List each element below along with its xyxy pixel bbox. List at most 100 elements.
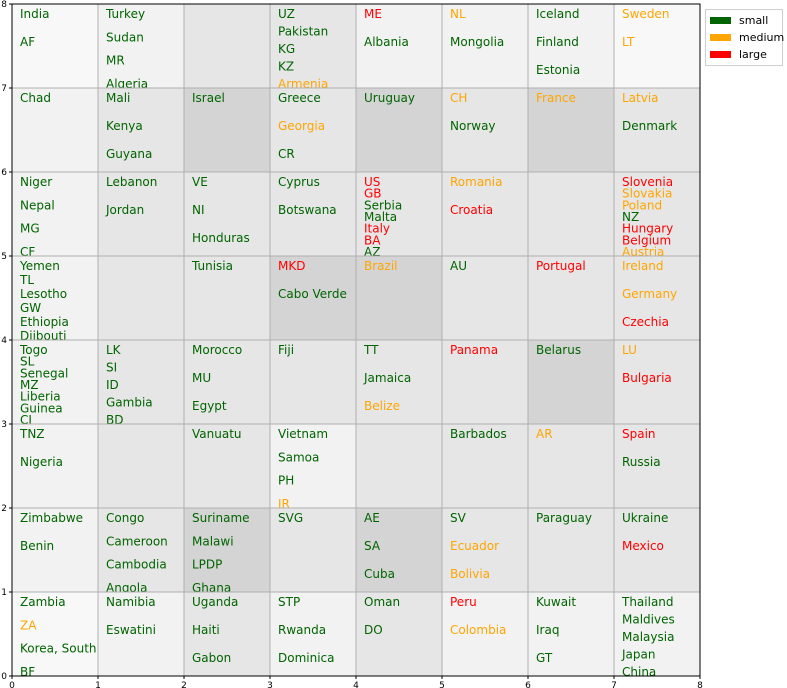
cell-label: Sudan bbox=[106, 30, 144, 44]
cell-label: TL bbox=[19, 273, 34, 287]
cell-label: Belgium bbox=[622, 233, 671, 247]
cell-bg bbox=[98, 508, 184, 592]
cell-bg bbox=[614, 340, 700, 424]
legend-label-small: small bbox=[739, 14, 769, 27]
cell-label: Panama bbox=[450, 343, 498, 357]
cell-label: Gabon bbox=[192, 651, 231, 665]
cell-label: TNZ bbox=[19, 427, 45, 441]
cell-label: Poland bbox=[622, 198, 662, 212]
cell-bg bbox=[614, 256, 700, 340]
cell-label: Denmark bbox=[622, 119, 677, 133]
cell-label: Colombia bbox=[450, 623, 506, 637]
cell-label: Vanuatu bbox=[192, 427, 242, 441]
y-tick-label: 3 bbox=[1, 420, 7, 430]
cell-label: Nepal bbox=[20, 198, 55, 212]
cell-label: Cyprus bbox=[278, 175, 320, 189]
cell-label: AR bbox=[536, 427, 553, 441]
cell-label: ID bbox=[106, 378, 119, 392]
cell-label: MR bbox=[106, 54, 125, 68]
cell-label: Korea, South bbox=[20, 642, 97, 656]
cell-label: LPDP bbox=[192, 558, 222, 572]
cell-label: Eswatini bbox=[106, 623, 156, 637]
cell-label: Togo bbox=[19, 343, 48, 357]
legend-label-large: large bbox=[739, 48, 767, 61]
cell-label: Guyana bbox=[106, 147, 152, 161]
cell-label: LT bbox=[622, 35, 635, 49]
cell-bg bbox=[528, 256, 614, 340]
cell-bg bbox=[12, 88, 98, 172]
cell-label: Ireland bbox=[622, 259, 664, 273]
cell-label: Thailand bbox=[621, 595, 674, 609]
cell-bg bbox=[12, 424, 98, 508]
cell-label: LK bbox=[106, 343, 122, 357]
cell-label: Albania bbox=[364, 35, 409, 49]
cell-label: Jordan bbox=[105, 203, 144, 217]
cell-label: Mali bbox=[106, 91, 130, 105]
cell-label: ME bbox=[364, 7, 382, 21]
cell-bg bbox=[184, 88, 270, 172]
cell-label: Botswana bbox=[278, 203, 337, 217]
x-tick-label: 7 bbox=[611, 681, 617, 688]
cell-bg bbox=[528, 4, 614, 88]
y-tick-label: 2 bbox=[1, 504, 7, 514]
cell-bg bbox=[442, 340, 528, 424]
cell-bg bbox=[528, 592, 614, 676]
cell-label: Uruguay bbox=[364, 91, 415, 105]
cell-bg bbox=[614, 172, 700, 256]
cell-label: Belize bbox=[364, 399, 400, 413]
cell-bg bbox=[12, 592, 98, 676]
cell-label: Belarus bbox=[536, 343, 581, 357]
cell-label: France bbox=[536, 91, 576, 105]
cell-label: Namibia bbox=[106, 595, 156, 609]
cell-label: Haiti bbox=[192, 623, 220, 637]
cell-bg bbox=[184, 424, 270, 508]
cell-bg bbox=[356, 508, 442, 592]
cell-label: Honduras bbox=[192, 231, 250, 245]
cell-label: Israel bbox=[192, 91, 225, 105]
cell-bg bbox=[98, 340, 184, 424]
cell-label: CR bbox=[278, 147, 295, 161]
cell-label: BA bbox=[364, 233, 381, 247]
cell-label: CH bbox=[450, 91, 467, 105]
x-tick-label: 5 bbox=[439, 681, 445, 688]
cell-bg bbox=[12, 340, 98, 424]
cell-label: Gambia bbox=[106, 396, 153, 410]
cell-bg bbox=[356, 424, 442, 508]
cell-label: Tunisia bbox=[191, 259, 233, 273]
cell-label: CI bbox=[20, 413, 32, 427]
cell-label: Iraq bbox=[536, 623, 559, 637]
cell-label: Rwanda bbox=[278, 623, 326, 637]
cell-label: Mexico bbox=[622, 539, 664, 553]
cell-label: Egypt bbox=[192, 399, 227, 413]
cell-bg bbox=[442, 508, 528, 592]
cell-bg bbox=[356, 256, 442, 340]
cell-label: Bulgaria bbox=[622, 371, 672, 385]
cell-label: AF bbox=[20, 35, 35, 49]
cell-label: Suriname bbox=[192, 511, 250, 525]
cell-label: Lebanon bbox=[106, 175, 157, 189]
cell-label: Paraguay bbox=[536, 511, 592, 525]
cell-label: IR bbox=[278, 497, 290, 511]
x-tick-label: 4 bbox=[353, 681, 359, 688]
cell-bg bbox=[528, 424, 614, 508]
cell-bg bbox=[184, 592, 270, 676]
cell-label: Jamaica bbox=[363, 371, 411, 385]
cell-bg bbox=[528, 508, 614, 592]
cell-label: Peru bbox=[450, 595, 477, 609]
cell-label: NI bbox=[192, 203, 205, 217]
cell-bg bbox=[98, 88, 184, 172]
legend-swatch-medium bbox=[710, 34, 731, 41]
cell-bg bbox=[528, 88, 614, 172]
cell-label: Vietnam bbox=[278, 427, 328, 441]
cell-bg bbox=[528, 340, 614, 424]
cell-label: GT bbox=[536, 651, 553, 665]
cell-label: Finland bbox=[536, 35, 579, 49]
cell-label: SI bbox=[106, 361, 117, 375]
legend-item-medium: medium bbox=[710, 29, 784, 46]
cell-label: Cambodia bbox=[106, 558, 167, 572]
cell-bg bbox=[270, 256, 356, 340]
cell-bg bbox=[270, 508, 356, 592]
cell-label: Croatia bbox=[450, 203, 493, 217]
cell-label: KZ bbox=[278, 60, 294, 74]
cell-label: Germany bbox=[622, 287, 677, 301]
